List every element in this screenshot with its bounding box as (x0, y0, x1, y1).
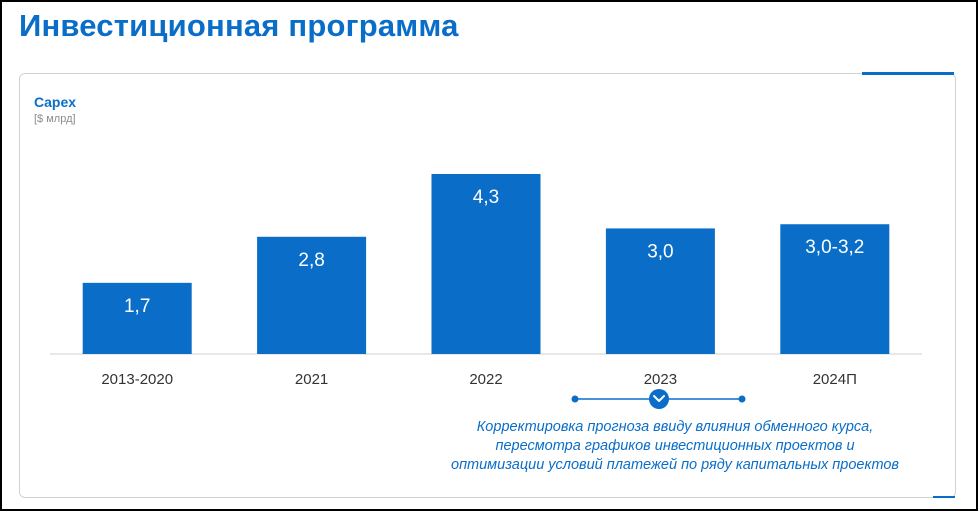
annotation-bracket-dot-right (738, 395, 746, 403)
category-label: 2021 (295, 371, 328, 388)
category-label: 2023 (644, 371, 677, 388)
annotation-line: пересмотра графиков инвестиционных проек… (495, 438, 855, 454)
annotation-bracket-dot-left (571, 395, 579, 403)
annotation-text: Корректировка прогноза ввиду влияния обм… (405, 418, 945, 475)
bars-group: 1,7 2013-2020 2,8 2021 4,3 2022 3,0 2023 3,0-3,2… (82, 174, 890, 388)
annotation-line: оптимизации условий платежей по ряду кап… (451, 457, 899, 473)
chart-unit: [$ млрд] (34, 113, 76, 125)
bar-value-label: 2,8 (298, 250, 324, 271)
bar-value-label: 4,3 (473, 187, 499, 208)
bar-2022 (431, 174, 541, 354)
card-accent-top (862, 72, 954, 75)
chart-title: Capex (34, 94, 77, 110)
category-label: 2013-2020 (101, 371, 173, 388)
bar-2023 (605, 228, 715, 354)
bar-2013-2020 (82, 282, 192, 354)
page-title: Инвестиционная программа (19, 8, 459, 43)
bar-value-label: 3,0-3,2 (805, 237, 864, 258)
bar-value-label: 3,0 (647, 241, 673, 262)
card-accent-bottom (933, 496, 955, 498)
annotation-line: Корректировка прогноза ввиду влияния обм… (476, 419, 874, 435)
annotation-marker (571, 389, 746, 409)
bar-2024П (780, 224, 890, 354)
chevron-down-icon (649, 389, 669, 409)
bar-value-label: 1,7 (124, 296, 150, 317)
bar-2021 (257, 236, 367, 354)
category-label: 2022 (469, 371, 502, 388)
category-label: 2024П (813, 371, 857, 388)
